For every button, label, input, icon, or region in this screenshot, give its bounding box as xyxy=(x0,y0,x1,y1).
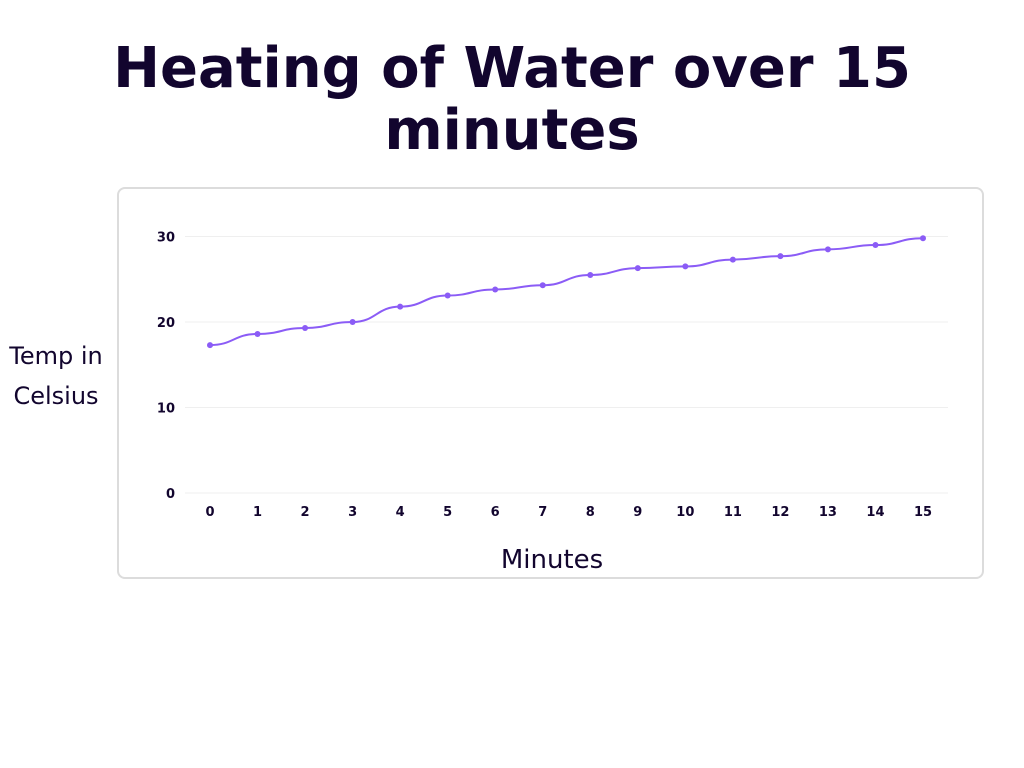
x-tick-label: 14 xyxy=(866,505,884,520)
data-point xyxy=(682,263,689,270)
y-tick-label: 20 xyxy=(157,316,175,331)
x-tick-label: 1 xyxy=(253,505,262,520)
data-point xyxy=(444,292,451,299)
data-point xyxy=(397,303,404,310)
data-point xyxy=(872,242,879,249)
x-tick-label: 11 xyxy=(724,505,742,520)
x-tick-label: 12 xyxy=(771,505,789,520)
x-axis-label: Minutes xyxy=(500,545,604,575)
chart-title: Heating of Water over 15 minutes xyxy=(113,36,911,163)
data-point xyxy=(302,324,309,331)
data-point xyxy=(777,253,784,260)
x-tick-label: 9 xyxy=(633,505,642,520)
data-point xyxy=(254,330,261,337)
y-tick-label: 30 xyxy=(157,231,175,246)
data-point xyxy=(729,256,736,263)
y-axis-label: Temp in Celsius xyxy=(9,342,103,410)
x-tick-label: 15 xyxy=(914,505,932,520)
data-point xyxy=(587,271,594,278)
x-tick-label: 10 xyxy=(676,505,694,520)
x-tick-label: 0 xyxy=(205,505,214,520)
data-point xyxy=(207,342,213,349)
x-tick-label: 5 xyxy=(443,505,452,520)
data-point xyxy=(920,235,926,242)
series-line xyxy=(209,237,924,347)
x-tick-label: 7 xyxy=(538,505,547,520)
y-tick-label: 10 xyxy=(157,402,175,417)
chart-card xyxy=(117,187,984,579)
data-point xyxy=(492,286,499,293)
x-tick-label: 2 xyxy=(301,505,310,520)
x-tick-label: 8 xyxy=(586,505,595,520)
x-tick-label: 6 xyxy=(491,505,500,520)
x-tick-label: 3 xyxy=(348,505,357,520)
data-point xyxy=(349,319,356,325)
x-tick-label: 13 xyxy=(819,505,837,520)
data-point xyxy=(539,282,546,289)
x-tick-label: 4 xyxy=(396,505,405,520)
y-tick-label: 0 xyxy=(166,487,175,502)
data-point xyxy=(634,265,641,272)
data-point xyxy=(824,246,831,253)
